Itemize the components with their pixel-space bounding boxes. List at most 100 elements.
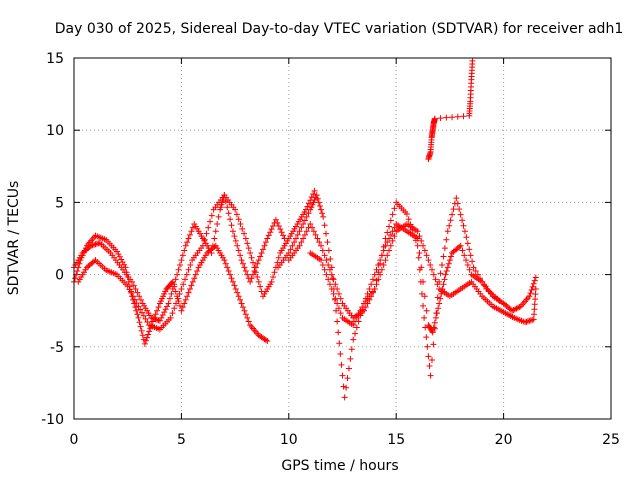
- data-point-track-e: [387, 242, 394, 249]
- data-point-track-f: [378, 252, 385, 259]
- data-point-track-d: [301, 217, 308, 224]
- data-point-track-b: [232, 237, 239, 244]
- data-point-track-e: [337, 295, 344, 302]
- data-point-track-f: [445, 260, 452, 267]
- data-point-track-d: [453, 195, 460, 202]
- data-point-track-c: [271, 269, 278, 276]
- data-point-track-f: [434, 310, 441, 317]
- data-point-track-e: [384, 252, 391, 259]
- data-point-track-d: [315, 199, 322, 206]
- data-point-track-b: [162, 306, 169, 313]
- data-point-track-b: [168, 290, 175, 297]
- data-point-track-b: [228, 222, 235, 229]
- data-point-track-a: [139, 332, 146, 339]
- data-point-track-b: [212, 228, 219, 235]
- data-point-track-e: [532, 296, 539, 303]
- data-point-track-d: [454, 200, 461, 207]
- data-point-track-c: [178, 286, 185, 293]
- data-point-track-c: [310, 190, 317, 197]
- y-axis-label: SDTVAR / TECUs: [6, 181, 22, 296]
- data-point-track-c: [201, 236, 208, 243]
- data-point-track-c: [173, 300, 180, 307]
- data-point-track-e: [309, 224, 316, 231]
- data-point-track-b: [231, 233, 238, 240]
- data-point-track-f: [512, 306, 519, 313]
- data-point-track-f: [362, 295, 369, 302]
- data-point-track-d: [339, 372, 346, 379]
- data-point-spikes: [443, 114, 450, 121]
- data-point-track-b: [241, 264, 248, 271]
- data-point-track-f: [377, 257, 384, 264]
- data-point-track-c: [140, 312, 147, 319]
- data-point-track-e: [375, 276, 382, 283]
- data-point-track-c: [205, 224, 212, 231]
- data-point-track-d: [427, 372, 434, 379]
- data-point-track-e: [420, 242, 427, 249]
- data-point-track-e: [418, 237, 425, 244]
- data-point-track-a: [244, 314, 251, 321]
- y-tick-label: 10: [46, 123, 64, 139]
- data-point-track-a: [181, 300, 188, 307]
- data-point-track-a: [238, 300, 245, 307]
- data-point-track-c: [270, 274, 277, 281]
- data-point-track-c: [185, 266, 192, 273]
- data-point-track-f: [429, 328, 435, 335]
- data-point-track-c: [176, 290, 183, 297]
- data-point-track-e: [326, 266, 333, 273]
- data-point-track-d: [341, 394, 348, 401]
- data-point-track-d: [334, 318, 341, 325]
- data-point-track-b: [261, 242, 268, 249]
- data-point-track-b: [179, 252, 186, 259]
- data-point-track-c: [247, 249, 254, 256]
- data-point-track-e: [335, 290, 342, 297]
- data-point-track-f: [420, 278, 427, 285]
- data-point-track-d: [335, 329, 342, 336]
- data-point-track-f: [323, 271, 330, 278]
- data-point-track-d: [444, 228, 451, 235]
- data-point-track-b: [242, 267, 249, 274]
- data-point-track-c: [241, 230, 248, 237]
- data-point-track-f: [330, 290, 337, 297]
- data-point-track-b: [239, 260, 246, 267]
- data-point-track-b: [225, 210, 232, 217]
- data-point-track-b: [165, 300, 172, 307]
- data-point-track-a: [116, 253, 123, 260]
- data-point-track-a: [168, 280, 175, 287]
- x-tick-label: 5: [177, 432, 186, 448]
- data-point-track-d: [314, 195, 321, 202]
- data-point-track-d: [425, 353, 432, 360]
- data-point-track-d: [291, 239, 298, 246]
- data-point-track-b: [257, 253, 264, 260]
- data-point-track-f: [414, 235, 421, 242]
- data-point-track-b: [188, 228, 195, 235]
- data-point-track-f: [382, 242, 389, 249]
- data-point-track-a: [119, 259, 126, 266]
- data-point-track-f: [439, 286, 446, 293]
- data-point-track-e: [316, 239, 323, 246]
- data-point-track-c: [171, 305, 178, 312]
- data-point-track-f: [360, 300, 367, 307]
- data-point-track-a: [178, 307, 185, 314]
- y-tick-label: 15: [46, 51, 64, 67]
- data-point-track-c: [252, 269, 259, 276]
- data-point-track-a: [237, 296, 244, 303]
- data-point-track-a: [155, 304, 162, 311]
- data-point-track-f: [514, 304, 521, 311]
- data-point-track-b: [270, 222, 277, 229]
- data-point-track-f: [355, 311, 362, 318]
- data-point-track-f: [529, 283, 536, 290]
- data-point-track-b: [178, 257, 185, 264]
- data-point-track-c: [254, 274, 261, 281]
- data-point-track-f: [435, 305, 442, 312]
- data-point-track-b: [166, 295, 173, 302]
- data-point-track-e: [434, 281, 441, 288]
- data-point-track-c: [126, 286, 133, 293]
- data-point-track-f: [373, 266, 380, 273]
- data-point-track-d: [403, 210, 410, 217]
- data-point-track-e: [530, 316, 537, 323]
- data-point-spikes: [437, 115, 444, 122]
- data-point-track-e: [414, 228, 421, 235]
- y-tick-label: 0: [55, 268, 64, 284]
- data-point-track-d: [430, 341, 437, 348]
- data-point-track-f: [461, 252, 468, 259]
